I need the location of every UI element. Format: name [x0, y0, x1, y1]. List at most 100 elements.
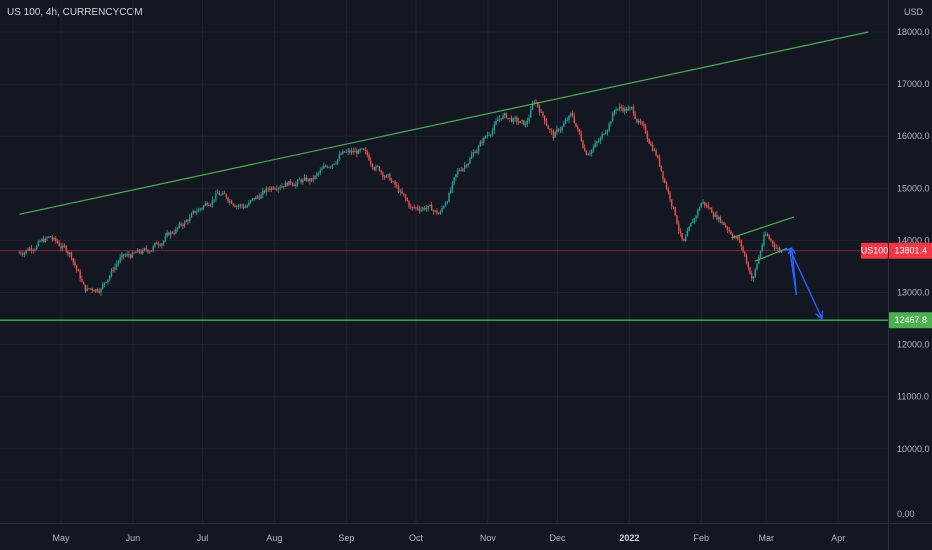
candle-body [411, 206, 414, 208]
candle-body [361, 148, 363, 150]
candle-body [765, 234, 767, 236]
candle-body [556, 128, 558, 133]
rising-trendline[interactable] [19, 31, 869, 215]
candle-body [768, 236, 770, 239]
candle-body [44, 238, 47, 242]
candle-body [286, 182, 288, 186]
candle-body [476, 151, 478, 154]
candle-body [418, 208, 421, 211]
y-tick-label: 13000.0 [897, 288, 930, 298]
candle-body [620, 107, 622, 108]
candle-body [65, 246, 67, 252]
candle-body [277, 187, 280, 190]
candle-body [712, 212, 715, 217]
flag-trendline[interactable] [731, 216, 795, 239]
candle-body [650, 143, 652, 145]
candle-body [505, 113, 508, 119]
candle-body [509, 117, 511, 119]
projection-path[interactable] [782, 247, 823, 319]
candle-body [603, 133, 605, 135]
candle-body [705, 205, 708, 207]
support-price-label: 12467.8 [894, 315, 927, 325]
candle-body [519, 121, 522, 123]
candle-body [109, 276, 111, 280]
candle-body [575, 123, 577, 128]
candle-body [324, 166, 327, 167]
candle-body [164, 236, 167, 241]
candle-body [465, 165, 468, 167]
candle-body [258, 196, 261, 199]
candle-body [103, 282, 106, 285]
x-tick-label: Oct [409, 533, 424, 543]
candle-body [314, 175, 316, 180]
candle-body [25, 249, 27, 253]
candle-body [521, 120, 523, 122]
candle-body [244, 207, 247, 209]
candle-body [561, 126, 563, 130]
flag-trendline[interactable] [754, 247, 788, 262]
candle-body [162, 240, 165, 244]
candle-body [530, 109, 532, 118]
candle-body [498, 118, 501, 120]
y-tick-label: 18000.0 [897, 27, 930, 37]
candle-body [209, 204, 212, 206]
candle-body [486, 134, 488, 137]
candle-body [159, 245, 161, 246]
candle-body [389, 174, 391, 181]
candle-body [469, 158, 471, 164]
candle-body [430, 204, 433, 211]
x-tick-label: Jun [126, 533, 141, 543]
candle-body [197, 209, 200, 213]
candle-body [504, 113, 506, 116]
candle-body [733, 237, 736, 239]
candle-body [91, 288, 94, 291]
y-tick-label: 14000.0 [897, 235, 930, 245]
candle-body [41, 239, 43, 242]
candle-body [436, 210, 438, 214]
candle-body [48, 236, 50, 238]
candle-body [46, 237, 48, 239]
candle-body [300, 179, 302, 183]
candle-body [636, 119, 638, 123]
x-tick-label: May [52, 533, 70, 543]
candle-body [23, 252, 26, 255]
candle-body [702, 201, 704, 204]
candle-body [293, 184, 295, 187]
candle-body [697, 210, 699, 216]
candle-body [343, 151, 346, 153]
candle-body [169, 232, 172, 236]
candle-body [107, 279, 109, 283]
candle-body [660, 165, 662, 172]
support-price-badge [889, 312, 932, 329]
candle-body [352, 150, 355, 153]
candle-body [422, 207, 424, 210]
candle-body [547, 125, 549, 130]
candle-body [559, 129, 562, 131]
y-tick-label: 11000.0 [897, 392, 929, 402]
candle-body [319, 170, 321, 173]
candle-body [171, 232, 174, 234]
candle-body [131, 253, 134, 258]
candle-body [356, 150, 358, 154]
candle-body [366, 151, 368, 156]
candle-body [316, 173, 318, 176]
candle-body [585, 150, 588, 156]
candle-body [331, 164, 334, 167]
candle-body [375, 166, 377, 170]
candle-body [427, 206, 429, 209]
candle-body [119, 257, 121, 262]
candle-body [679, 230, 682, 234]
x-tick-label: Apr [831, 533, 845, 543]
candle-body [380, 170, 382, 173]
candle-body [69, 252, 71, 254]
candle-body [56, 240, 59, 243]
candle-body [613, 110, 616, 115]
candle-body [142, 250, 144, 254]
candle-body [443, 206, 445, 209]
candle-body [516, 117, 518, 122]
candle-body [267, 188, 269, 190]
candle-body [234, 205, 236, 207]
candle-body [671, 199, 673, 207]
candle-body [709, 208, 711, 209]
